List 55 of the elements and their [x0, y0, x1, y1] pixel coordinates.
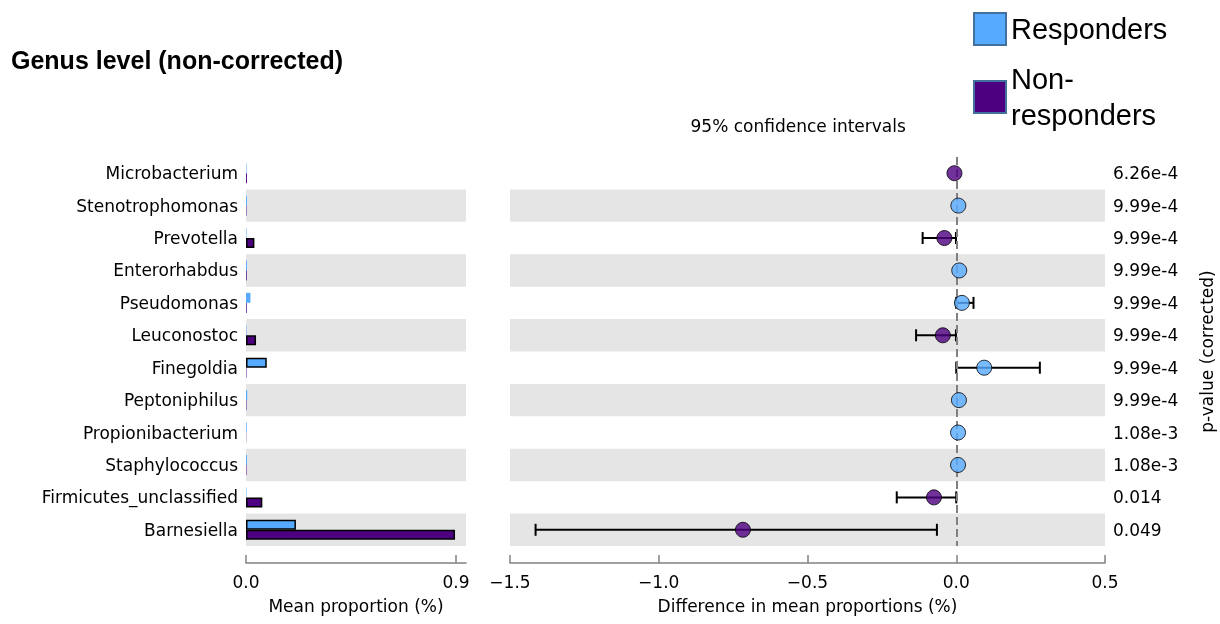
text: 9.99e-4 [1113, 228, 1179, 249]
y-tick-label: Pseudomonas [119, 292, 239, 313]
x-tick-label: −1.0 [638, 571, 680, 592]
point [950, 456, 967, 473]
x-axis-title: Difference in mean proportions (%) [657, 595, 958, 616]
text: 9.99e-4 [1113, 325, 1179, 346]
legend-label: Responders [1011, 13, 1168, 45]
text: 1.08e-3 [1113, 454, 1179, 475]
text: 0.049 [1113, 519, 1162, 540]
text: 1.08e-3 [1113, 422, 1179, 443]
point [934, 327, 951, 344]
bar [246, 497, 263, 508]
x-tick-label: −1.5 [489, 571, 531, 592]
bar [246, 357, 267, 368]
text: 9.99e-4 [1113, 260, 1179, 281]
x-axis-title: Mean proportion (%) [268, 595, 444, 616]
point [951, 262, 968, 279]
point [953, 294, 970, 311]
text: 9.99e-4 [1113, 195, 1179, 216]
bar [246, 292, 251, 303]
x-tick-label: 0.5 [1091, 571, 1119, 592]
point [936, 230, 953, 247]
bar [246, 238, 255, 249]
point [925, 489, 942, 506]
y-tick-label: Prevotella [153, 228, 238, 249]
y-tick-label: Leuconostoc [131, 325, 238, 346]
y-tick-label: Enterorhabdus [113, 260, 239, 281]
y-tick-label: Staphylococcus [105, 454, 239, 475]
y-tick-label: Finegoldia [151, 357, 238, 378]
x-tick-label: −0.5 [786, 571, 829, 592]
text: 9.99e-4 [1113, 292, 1179, 313]
text: 6.26e-4 [1113, 163, 1179, 184]
point [734, 521, 751, 538]
y-tick-label: Stenotrophomonas [76, 195, 239, 216]
point [950, 424, 967, 441]
y-tick-label: Propionibacterium [82, 422, 238, 443]
legend-label: Non-responders [1011, 63, 1157, 131]
x-tick-label: 0.0 [942, 571, 970, 592]
y-tick-label: Firmicutes_unclassified [41, 487, 238, 509]
point [950, 197, 967, 214]
point [976, 359, 993, 376]
y2-axis-title: p-value (corrected) [1197, 270, 1217, 433]
x-tick-label: 0.9 [442, 571, 470, 592]
bar [246, 335, 257, 346]
chart-title: 95% confidence intervals [690, 115, 906, 136]
y-tick-label: Microbacterium [105, 163, 238, 184]
point [950, 392, 967, 409]
text: 0.014 [1113, 487, 1162, 508]
point [946, 165, 963, 182]
text: 9.99e-4 [1113, 390, 1179, 411]
y-tick-label: Barnesiella [144, 519, 238, 540]
y-tick-label: Peptoniphilus [123, 390, 239, 411]
chart-title: Genus level (non-corrected) [11, 45, 344, 74]
x-tick-label: 0.0 [232, 571, 260, 592]
text: 9.99e-4 [1113, 357, 1179, 378]
